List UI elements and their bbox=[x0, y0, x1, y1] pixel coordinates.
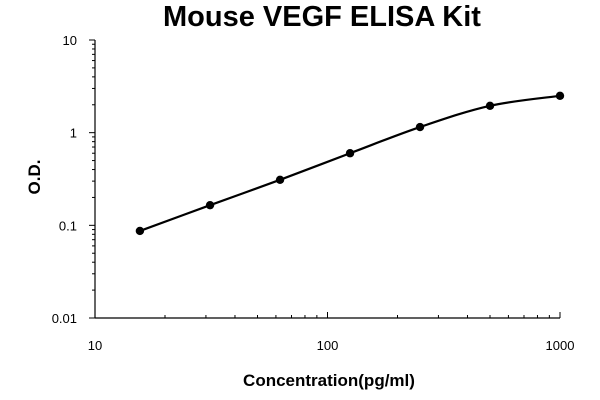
x-axis-label: Concentration(pg/ml) bbox=[243, 371, 415, 390]
x-tick-label: 10 bbox=[88, 338, 102, 353]
y-axis-label: O.D. bbox=[25, 160, 44, 195]
data-point bbox=[345, 149, 355, 158]
y-tick-label: 10 bbox=[63, 33, 77, 48]
data-point bbox=[135, 226, 145, 236]
data-points bbox=[135, 91, 565, 236]
data-point bbox=[485, 101, 495, 110]
y-tick-label: 1 bbox=[70, 126, 77, 141]
data-point bbox=[205, 200, 215, 210]
y-tick-label: 0.01 bbox=[52, 311, 77, 326]
data-point bbox=[415, 122, 425, 132]
chart-title: Mouse VEGF ELISA Kit bbox=[163, 1, 481, 33]
tick-labels: 10 1 0.1 0.01 10 100 1000 bbox=[52, 33, 575, 353]
data-point bbox=[275, 175, 285, 185]
x-tick-label: 1000 bbox=[546, 338, 575, 353]
y-tick-label: 0.1 bbox=[59, 218, 77, 233]
axis-ticks bbox=[89, 39, 561, 319]
series-curve bbox=[139, 94, 561, 232]
data-point bbox=[555, 91, 565, 100]
x-tick-label: 100 bbox=[317, 338, 339, 353]
